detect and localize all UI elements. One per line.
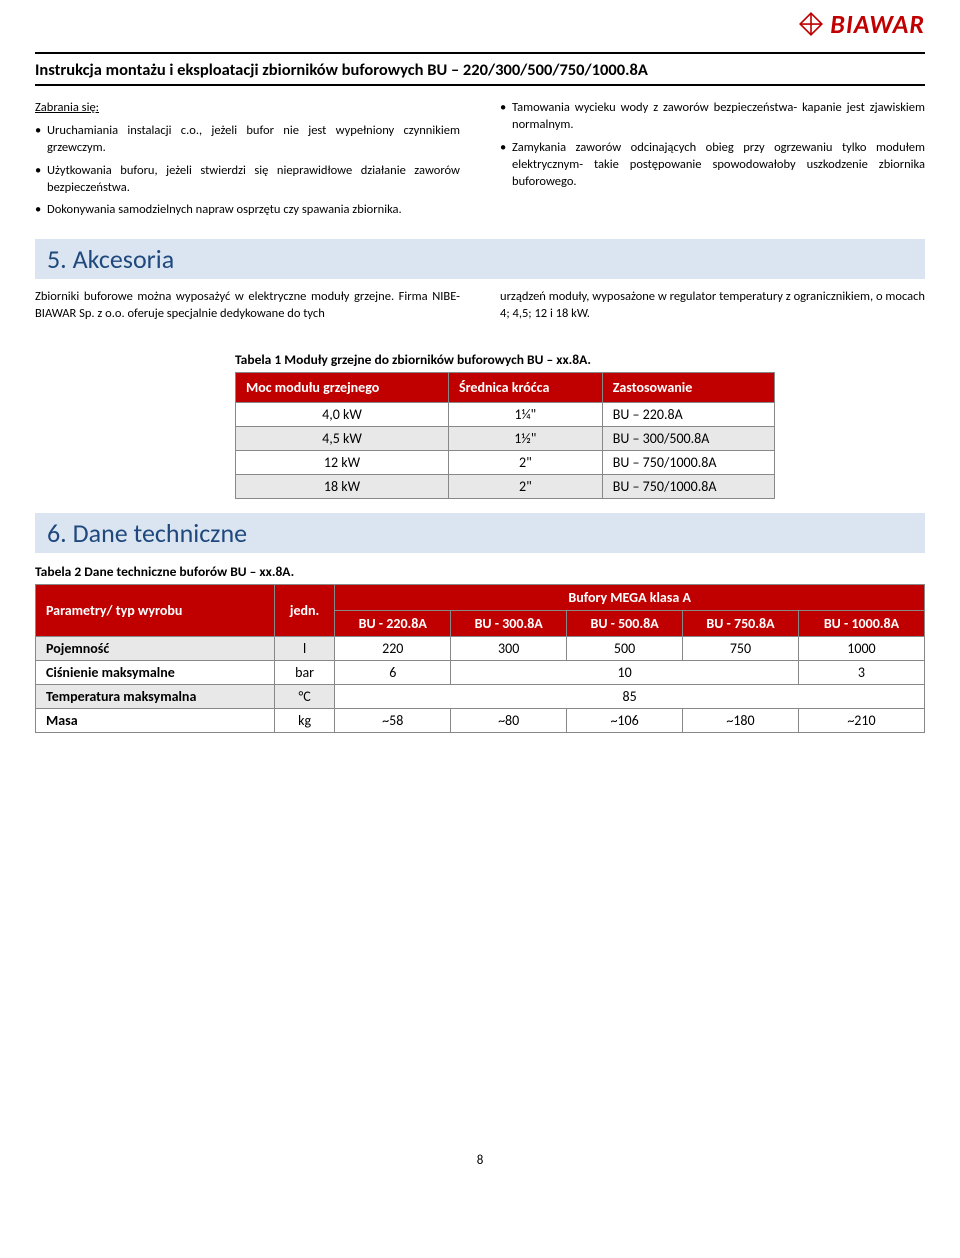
right-list: Tamowania wycieku wody z zaworów bezpiec…	[500, 100, 925, 190]
list-item: Zamykania zaworów odcinających obieg prz…	[500, 140, 925, 191]
table-cell: 1000	[798, 637, 924, 661]
table-cell: 220	[335, 637, 451, 661]
page-number: 8	[35, 1153, 925, 1168]
t2-row-label: Ciśnienie maksymalne	[36, 661, 275, 685]
table-cell: 300	[451, 637, 567, 661]
table-row: 18 kW2"BU – 750/1000.8A	[236, 475, 775, 499]
t2-row-label: Temperatura maksymalna	[36, 685, 275, 709]
table-cell: 4,0 kW	[236, 403, 449, 427]
table-cell: 750	[683, 637, 799, 661]
section-6-header: 6. Dane techniczne	[35, 513, 925, 553]
table-cell: ~210	[798, 709, 924, 733]
table-cell: 85	[335, 685, 925, 709]
diamond-icon	[798, 11, 824, 37]
t2-model-header: BU - 300.8A	[451, 611, 567, 637]
t1-header: Moc modułu grzejnego	[236, 373, 449, 403]
t2-model-header: BU - 220.8A	[335, 611, 451, 637]
t2-header-group: Bufory MEGA klasa A	[335, 585, 925, 611]
table-2-caption: Tabela 2 Dane techniczne buforów BU – xx…	[35, 563, 925, 580]
table-cell: 3	[798, 661, 924, 685]
table-cell: ~106	[567, 709, 683, 733]
list-item: Dokonywania samodzielnych napraw osprzęt…	[35, 202, 460, 219]
table-cell: 6	[335, 661, 451, 685]
list-item: Uruchamiania instalacji c.o., jeżeli buf…	[35, 123, 460, 157]
t2-model-header: BU - 1000.8A	[798, 611, 924, 637]
t2-model-header: BU - 750.8A	[683, 611, 799, 637]
left-column: Zabrania się: Uruchamiania instalacji c.…	[35, 100, 460, 225]
t2-row-unit: bar	[274, 661, 334, 685]
table-2: Parametry/ typ wyrobu jedn. Bufory MEGA …	[35, 584, 925, 733]
t2-model-header: BU - 500.8A	[567, 611, 683, 637]
prohibitions-columns: Zabrania się: Uruchamiania instalacji c.…	[35, 100, 925, 225]
table-cell: 2"	[448, 451, 602, 475]
table-row: Ciśnienie maksymalnebar6103	[36, 661, 925, 685]
table-row: Temperatura maksymalna°C85	[36, 685, 925, 709]
section-5-header: 5. Akcesoria	[35, 239, 925, 279]
t2-row-unit: l	[274, 637, 334, 661]
t2-row-unit: kg	[274, 709, 334, 733]
table-cell: ~58	[335, 709, 451, 733]
table-cell: 10	[451, 661, 799, 685]
table-cell: ~180	[683, 709, 799, 733]
table-cell: BU – 750/1000.8A	[602, 451, 774, 475]
table-1-wrapper: Tabela 1 Moduły grzejne do zbiorników bu…	[235, 351, 775, 499]
t1-header: Zastosowanie	[602, 373, 774, 403]
table-row: 4,0 kW1¼"BU – 220.8A	[236, 403, 775, 427]
t2-row-label: Masa	[36, 709, 275, 733]
table-row: 12 kW2"BU – 750/1000.8A	[236, 451, 775, 475]
table-2-wrapper: Tabela 2 Dane techniczne buforów BU – xx…	[35, 563, 925, 733]
table-cell: 1½"	[448, 427, 602, 451]
brand-text: BIAWAR	[830, 8, 925, 40]
table-cell: 4,5 kW	[236, 427, 449, 451]
t2-row-label: Pojemność	[36, 637, 275, 661]
prohibitions-heading: Zabrania się:	[35, 100, 460, 117]
t2-header-unit: jedn.	[274, 585, 334, 637]
list-item: Użytkowania buforu, jeżeli stwierdzi się…	[35, 163, 460, 197]
table-cell: 18 kW	[236, 475, 449, 499]
table-cell: 2"	[448, 475, 602, 499]
left-list: Uruchamiania instalacji c.o., jeżeli buf…	[35, 123, 460, 219]
table-cell: 500	[567, 637, 683, 661]
document-title: Instrukcja montażu i eksploatacji zbiorn…	[35, 52, 925, 86]
table-cell: 1¼"	[448, 403, 602, 427]
table-row: Pojemnośćl2203005007501000	[36, 637, 925, 661]
list-item: Tamowania wycieku wody z zaworów bezpiec…	[500, 100, 925, 134]
brand-logo: BIAWAR	[798, 8, 925, 40]
para-right: urządzeń moduły, wyposażone w regulator …	[500, 289, 925, 323]
t2-header-param: Parametry/ typ wyrobu	[36, 585, 275, 637]
right-column: Tamowania wycieku wody z zaworów bezpiec…	[500, 100, 925, 225]
t2-row-unit: °C	[274, 685, 334, 709]
table-row: 4,5 kW1½"BU – 300/500.8A	[236, 427, 775, 451]
para-left: Zbiorniki buforowe można wyposażyć w ele…	[35, 289, 460, 323]
table-1-caption: Tabela 1 Moduły grzejne do zbiorników bu…	[235, 351, 775, 368]
table-1: Moc modułu grzejnego Średnica króćca Zas…	[235, 372, 775, 499]
page: BIAWAR Instrukcja montażu i eksploatacji…	[0, 0, 960, 1258]
table-cell: 12 kW	[236, 451, 449, 475]
t1-header: Średnica króćca	[448, 373, 602, 403]
table-cell: BU – 220.8A	[602, 403, 774, 427]
table-row: Masakg~58~80~106~180~210	[36, 709, 925, 733]
table-cell: BU – 750/1000.8A	[602, 475, 774, 499]
section-5-paragraph: Zbiorniki buforowe można wyposażyć w ele…	[35, 289, 925, 323]
table-cell: BU – 300/500.8A	[602, 427, 774, 451]
table-cell: ~80	[451, 709, 567, 733]
